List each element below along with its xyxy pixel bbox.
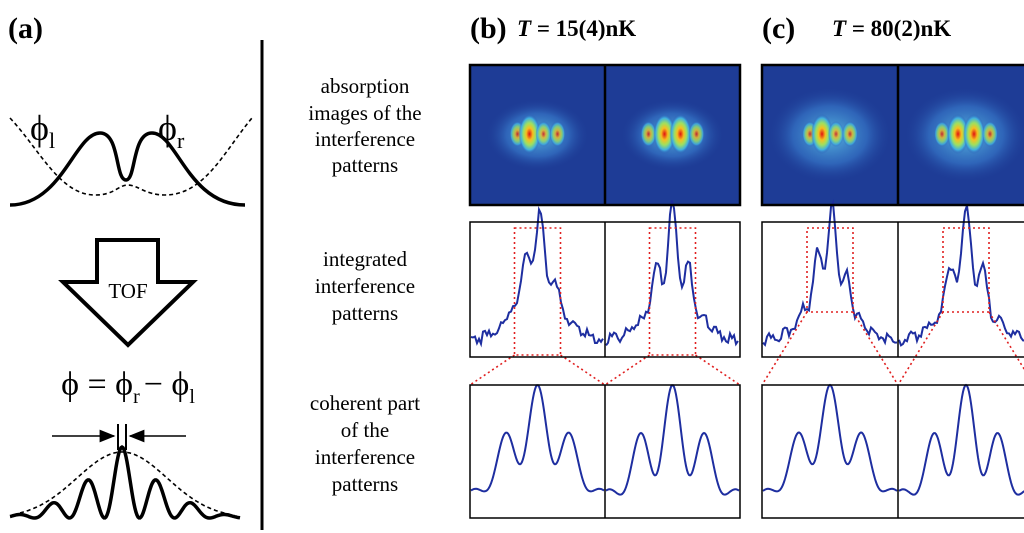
zoom-line xyxy=(852,311,899,386)
row-label: of the xyxy=(341,418,389,442)
row-label: integrated xyxy=(323,247,407,271)
fringe-blob xyxy=(982,121,998,147)
zoom-line xyxy=(560,354,606,386)
phi-left: ϕl xyxy=(30,108,55,153)
panel-label: (a) xyxy=(8,12,43,45)
zoom-line xyxy=(897,311,944,386)
symbol: ϕ xyxy=(30,108,49,148)
row-label: patterns xyxy=(332,153,398,177)
row-label: coherent part xyxy=(310,391,420,415)
fringe-blob xyxy=(535,121,552,147)
fringe-blob xyxy=(640,121,657,147)
fringe-blob xyxy=(653,114,676,154)
double-well xyxy=(9,117,253,196)
phi-right: ϕr xyxy=(158,108,185,153)
zoom-line xyxy=(761,311,808,386)
zoom-line xyxy=(604,354,650,386)
row-label: interference xyxy=(315,445,415,469)
zoom-line xyxy=(469,354,515,386)
equation: ϕ = ϕr − ϕl xyxy=(61,366,195,408)
fringe-blob xyxy=(828,121,844,147)
row-label: interference xyxy=(315,127,415,151)
panel-frame xyxy=(761,221,1024,358)
integrated-profile xyxy=(605,200,739,347)
fringe-blob xyxy=(549,121,566,147)
subscript: l xyxy=(49,128,55,153)
coherent-profile xyxy=(762,383,898,493)
subscript: l xyxy=(189,386,195,408)
value: = 80(2)nK xyxy=(846,16,951,41)
fringe-blob xyxy=(947,114,969,154)
tof-arrow xyxy=(58,238,198,348)
integrated-profile xyxy=(762,199,898,347)
row-label: absorption xyxy=(321,74,410,98)
row-label: patterns xyxy=(332,472,398,496)
row-label: images of the xyxy=(308,101,421,125)
fringe-blob xyxy=(934,121,950,147)
fringes xyxy=(9,445,241,520)
coherent-profile xyxy=(470,384,605,493)
wavefunctions xyxy=(9,131,246,207)
fringe-blob xyxy=(842,121,858,147)
temperature: T = 80(2)nK xyxy=(832,16,951,41)
fringe-blob xyxy=(669,114,692,154)
subscript: r xyxy=(133,386,140,408)
integrated-profile xyxy=(898,205,1024,347)
row-label: interference xyxy=(315,274,415,298)
subscript: r xyxy=(177,128,185,153)
coherent-profile xyxy=(605,384,740,496)
panel-frame xyxy=(761,384,1024,519)
zoom-box xyxy=(648,227,697,356)
coherent-profile xyxy=(898,383,1024,496)
fringe-blob xyxy=(811,114,833,154)
eq-part: ϕ = ϕ xyxy=(61,366,133,403)
zoom-line xyxy=(695,354,741,386)
fringe-blob xyxy=(963,114,985,154)
panel-label: (c) xyxy=(762,12,795,45)
fringe-blob xyxy=(688,121,705,147)
symbol: T xyxy=(832,16,847,41)
panel-label: (b) xyxy=(470,12,507,45)
fringe-blob xyxy=(518,114,541,154)
tof-label: TOF xyxy=(108,279,147,303)
integrated-profile xyxy=(470,205,604,348)
temperature: T = 15(4)nK xyxy=(517,16,636,41)
row-label: patterns xyxy=(332,301,398,325)
symbol: T xyxy=(517,16,532,41)
value: = 15(4)nK xyxy=(531,16,636,41)
symbol: ϕ xyxy=(158,108,177,148)
zoom-box xyxy=(513,227,562,356)
eq-part: − ϕ xyxy=(144,366,190,403)
